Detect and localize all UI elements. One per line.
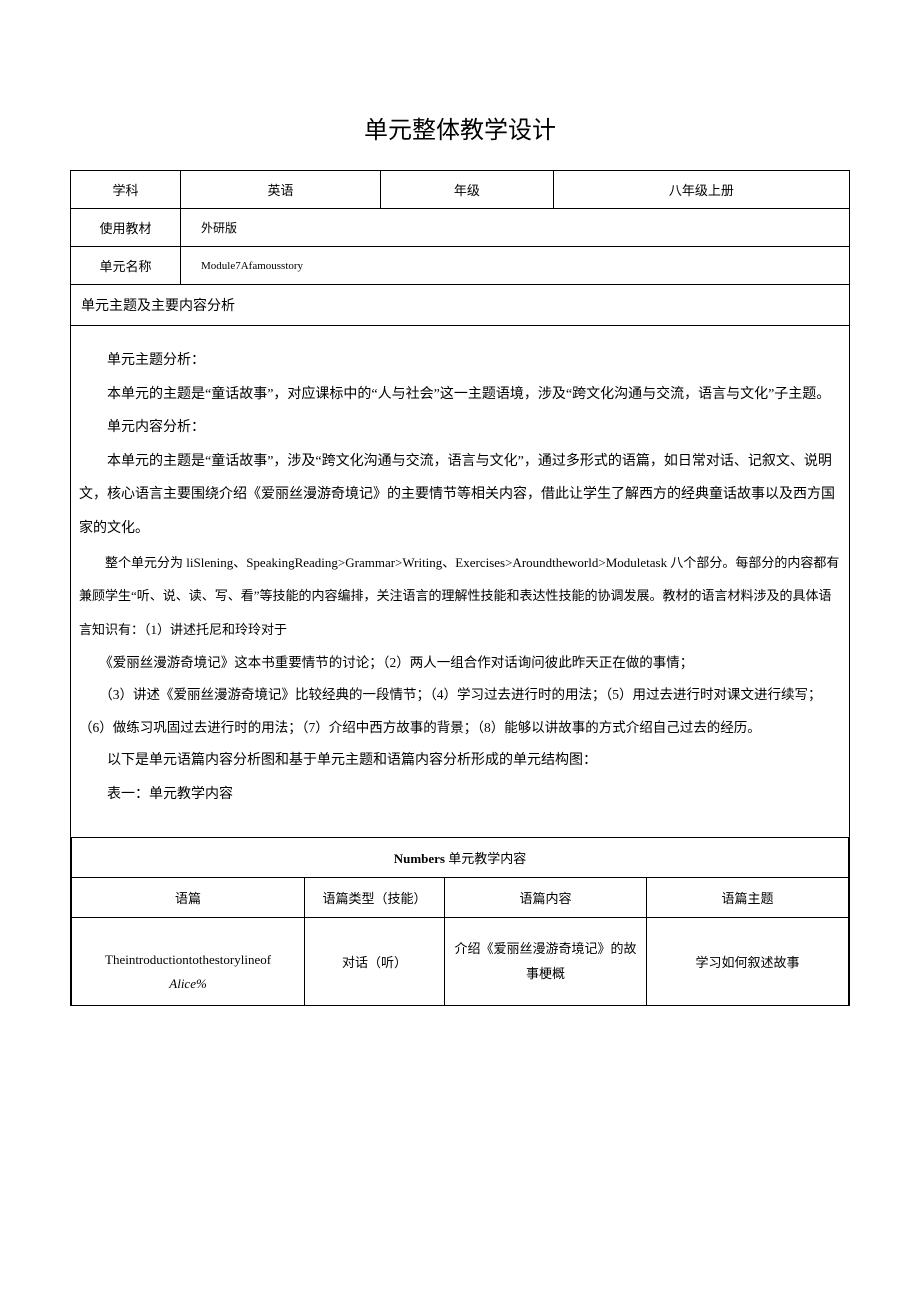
column-header-2: 语篇类型（技能）	[305, 878, 445, 918]
unit-name-value: Module7Afamousstory	[181, 247, 850, 285]
unit-content-table: Numbers 单元教学内容 语篇 语篇类型（技能） 语篇内容 语篇主题 The…	[71, 837, 849, 1005]
inner-table-title: Numbers 单元教学内容	[72, 838, 849, 878]
content-cell: 单元主题分析： 本单元的主题是“童话故事”，对应课标中的“人与社会”这一主题语境…	[71, 326, 850, 1006]
textbook-label: 使用教材	[71, 209, 181, 247]
content-cell: 介绍《爱丽丝漫游奇境记》的故事梗概	[444, 918, 646, 1005]
unit-name-label: 单元名称	[71, 247, 181, 285]
content-analysis-text-3: 《爱丽丝漫游奇境记》这本书重要情节的讨论；（2）两人一组合作对话询问彼此昨天正在…	[79, 647, 841, 679]
page-title: 单元整体教学设计	[70, 110, 850, 145]
table-row: 单元名称 Module7Afamousstory	[71, 247, 850, 285]
column-header-1: 语篇	[72, 878, 305, 918]
theme-cell: 学习如何叙述故事	[646, 918, 848, 1005]
table-intro-text: 表一：单元教学内容	[79, 778, 841, 812]
table-row: 语篇 语篇类型（技能） 语篇内容 语篇主题	[72, 878, 849, 918]
discourse-line2: Alice%	[78, 972, 298, 995]
table-row: 学科 英语 年级 八年级上册	[71, 171, 850, 209]
title-chinese: 单元教学内容	[445, 851, 526, 866]
column-header-3: 语篇内容	[444, 878, 646, 918]
table-row: Theintroductiontothestorylineof Alice% 对…	[72, 918, 849, 1005]
grade-value: 八年级上册	[553, 171, 849, 209]
discourse-cell: Theintroductiontothestorylineof Alice%	[72, 918, 305, 1005]
theme-analysis-heading: 单元主题分析：	[79, 344, 841, 378]
header-info-table: 学科 英语 年级 八年级上册 使用教材 外研版 单元名称 Module7Afam…	[70, 170, 850, 1006]
section-header: 单元主题及主要内容分析	[71, 285, 850, 326]
grade-label: 年级	[381, 171, 554, 209]
content-body: 单元主题分析： 本单元的主题是“童话故事”，对应课标中的“人与社会”这一主题语境…	[71, 326, 849, 829]
content-analysis-text-1: 本单元的主题是“童话故事”，涉及“跨文化沟通与交流，语言与文化”，通过多形式的语…	[79, 445, 841, 546]
column-header-4: 语篇主题	[646, 878, 848, 918]
title-english: Numbers	[394, 851, 445, 866]
type-cell: 对话（听）	[305, 918, 445, 1005]
content-analysis-text-2: 整个单元分为 liSlening、SpeakingReading>Grammar…	[79, 546, 841, 647]
summary-text: 以下是单元语篇内容分析图和基于单元主题和语篇内容分析形成的单元结构图：	[79, 744, 841, 778]
discourse-line1: Theintroductiontothestorylineof	[78, 948, 298, 971]
subject-value: 英语	[181, 171, 381, 209]
table-row: Numbers 单元教学内容	[72, 838, 849, 878]
subject-label: 学科	[71, 171, 181, 209]
theme-analysis-text: 本单元的主题是“童话故事”，对应课标中的“人与社会”这一主题语境，涉及“跨文化沟…	[79, 378, 841, 412]
content-analysis-text-4: （3）讲述《爱丽丝漫游奇境记》比较经典的一段情节；（4）学习过去进行时的用法；（…	[79, 679, 841, 744]
table-row: 单元主题分析： 本单元的主题是“童话故事”，对应课标中的“人与社会”这一主题语境…	[71, 326, 850, 1006]
table-row: 单元主题及主要内容分析	[71, 285, 850, 326]
textbook-value: 外研版	[181, 209, 850, 247]
table-row: 使用教材 外研版	[71, 209, 850, 247]
content-analysis-heading: 单元内容分析：	[79, 411, 841, 445]
